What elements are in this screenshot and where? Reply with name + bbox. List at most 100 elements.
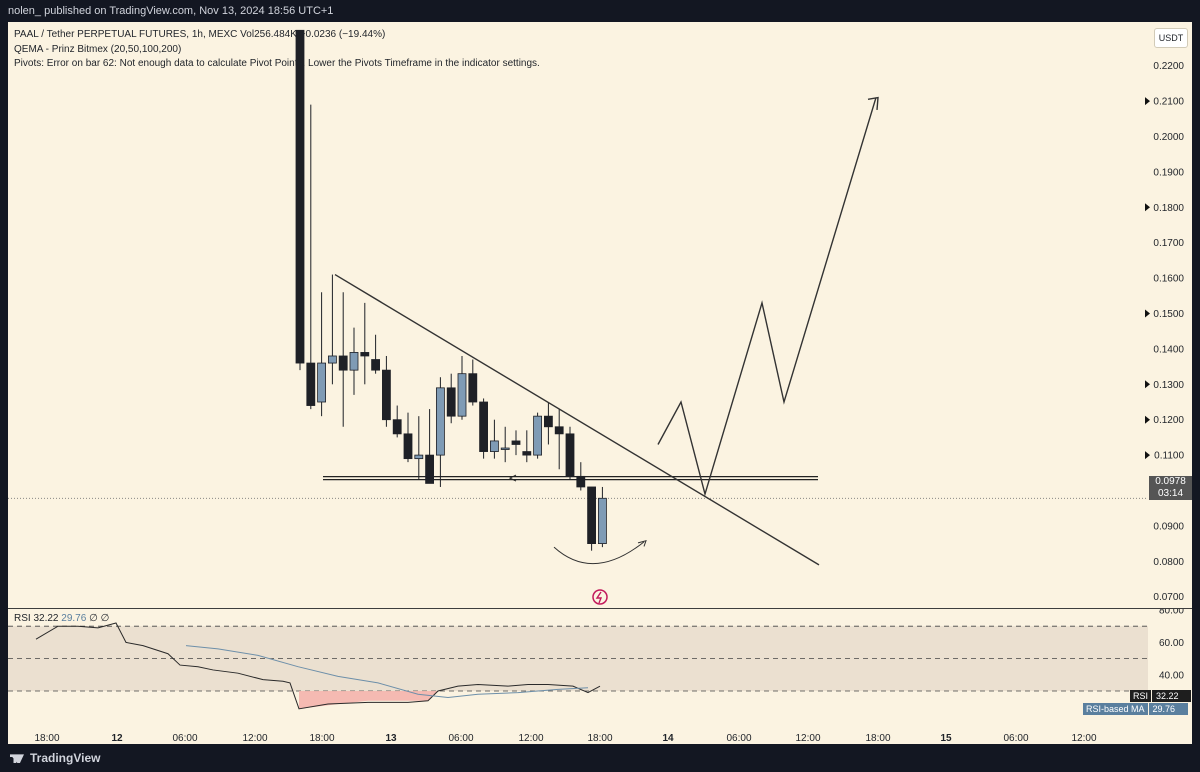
support-arrow-icon [508, 474, 517, 482]
time-axis-tick: 06:00 [726, 733, 751, 744]
footer-brand: TradingView [30, 751, 101, 765]
rsi-legend-value: 32.22 [33, 613, 59, 624]
candle-body [306, 362, 316, 406]
candle-body [425, 454, 435, 484]
candle-body [544, 415, 553, 428]
candle-body [446, 387, 456, 417]
time-axis-tick: 15 [940, 733, 952, 744]
bounce-curve [553, 541, 645, 565]
candle-body [554, 426, 564, 435]
rsi-axis-tick: 80.00 [1159, 609, 1184, 617]
alert-marker-icon [1145, 415, 1150, 424]
candle-body [295, 29, 305, 364]
candle-body [349, 352, 359, 371]
time-axis-tick: 18:00 [309, 733, 334, 744]
price-axis-tick: 0.2000 [1153, 132, 1184, 143]
price-axis-tick: 0.1200 [1153, 415, 1184, 426]
pane-separator[interactable] [8, 608, 1192, 609]
rsi-axis-tick: 40.00 [1159, 670, 1184, 681]
candle-body [479, 401, 489, 452]
descending-trendline [334, 273, 820, 566]
rsi-legend-ma: 29.76 [61, 613, 87, 624]
alert-marker-icon [1145, 203, 1150, 212]
rsi-axis-tick: 60.00 [1159, 638, 1184, 649]
price-axis-tick: 0.0900 [1153, 521, 1184, 532]
price-axis-tick: 0.0800 [1153, 557, 1184, 568]
candle-body [533, 415, 542, 456]
candle-body [598, 497, 607, 544]
tradingview-logo-icon [10, 754, 24, 764]
alert-marker-icon [1145, 97, 1150, 106]
alert-marker-icon [1145, 380, 1150, 389]
time-axis-labels: 18:00 12 06:00 12:00 18:00 13 06:00 12:00 18:00 1… [34, 733, 1096, 744]
bounce-arrow-icon [637, 540, 647, 547]
time-axis[interactable]: 18:00 12 06:00 12:00 18:00 13 06:00 12:00 18:00 1… [8, 730, 1192, 744]
price-axis-tick: 0.1500 [1153, 309, 1184, 320]
rsi-tag-label: RSI [1130, 690, 1152, 702]
time-axis-tick: 12:00 [518, 733, 543, 744]
chart-frame: 0.2200 0.2100 0.2000 0.1900 0.1800 0.1700 0.16… [8, 22, 1192, 744]
publish-header: nolen_ published on TradingView.com, Nov… [0, 0, 1200, 22]
event-lightning-bolt [595, 591, 603, 604]
candle-body [435, 387, 445, 456]
candle-body [576, 475, 586, 488]
footer: TradingView [0, 744, 1200, 772]
price-axis-tick: 0.1600 [1153, 274, 1184, 285]
time-axis-tick: 14 [662, 733, 674, 744]
alert-marker-icon [1145, 309, 1150, 318]
rsi-ma-tag-label: RSI-based MA [1083, 703, 1148, 715]
price-axis-tick: 0.1100 [1154, 451, 1184, 462]
currency-button[interactable]: USDT [1154, 28, 1188, 48]
time-axis-tick: 13 [385, 733, 397, 744]
price-axis-tick: 0.0700 [1153, 592, 1184, 603]
candle-body [489, 440, 499, 452]
candle-body [317, 362, 327, 403]
rsi-oversold-fill [299, 691, 438, 709]
time-axis-tick: 12 [111, 733, 123, 744]
time-axis-tick: 12:00 [1071, 733, 1096, 744]
candle-body [500, 447, 510, 450]
rsi-ma-tag-value: 29.76 [1148, 703, 1188, 715]
price-axis-tick: 0.2100 [1153, 97, 1184, 108]
time-axis-tick: 12:00 [242, 733, 267, 744]
time-axis-tick: 12:00 [795, 733, 820, 744]
price-chart[interactable]: 0.2200 0.2100 0.2000 0.1900 0.1800 0.1700 0.16… [8, 22, 1192, 608]
price-axis-tick: 0.1400 [1153, 344, 1184, 355]
candle-body [392, 419, 402, 435]
last-price-value: 0.0978 [1155, 476, 1186, 487]
event-lightning-icon [592, 589, 608, 605]
price-axis-tick: 0.1900 [1153, 167, 1184, 178]
candle-body [371, 359, 381, 371]
candle-body [565, 433, 575, 477]
price-pane[interactable]: 0.2200 0.2100 0.2000 0.1900 0.1800 0.1700 0.16… [8, 22, 1192, 608]
price-axis-tick: 0.1800 [1153, 203, 1184, 214]
rsi-legend-label: RSI [14, 613, 31, 624]
candle-body [403, 433, 413, 460]
projected-path [657, 97, 877, 497]
rsi-ma-line [185, 645, 589, 698]
candle-body [587, 486, 596, 544]
rsi-line [35, 622, 601, 710]
rsi-value-tag: RSI 32.22 [1128, 690, 1192, 702]
time-axis-tick: 18:00 [865, 733, 890, 744]
candle-body [381, 369, 391, 421]
time-axis-tick: 18:00 [587, 733, 612, 744]
chart-legend: PAAL / Tether PERPETUAL FUTURES, 1h, MEX… [14, 28, 540, 72]
price-axis-tick: 0.1700 [1153, 238, 1184, 249]
candle-body [327, 355, 337, 364]
pivots-legend[interactable]: Pivots: Error on bar 62: Not enough data… [14, 58, 540, 69]
candle-body [338, 355, 348, 371]
alert-marker-icon [1145, 451, 1150, 460]
rsi-tag-value: 32.22 [1152, 690, 1192, 702]
symbol-legend[interactable]: PAAL / Tether PERPETUAL FUTURES, 1h, MEX… [14, 29, 386, 40]
candle-body [457, 373, 467, 417]
candle-body [414, 454, 424, 460]
rsi-legend-extra: ∅ ∅ [89, 613, 110, 624]
qema-legend[interactable]: QEMA - Prinz Bitmex (20,50,100,200) [14, 43, 182, 55]
candle-body [360, 352, 370, 357]
bar-countdown: 03:14 [1157, 488, 1184, 499]
rsi-legend: RSI 32.22 29.76 ∅ ∅ [14, 613, 109, 624]
projection-arrowhead-icon [867, 96, 879, 111]
